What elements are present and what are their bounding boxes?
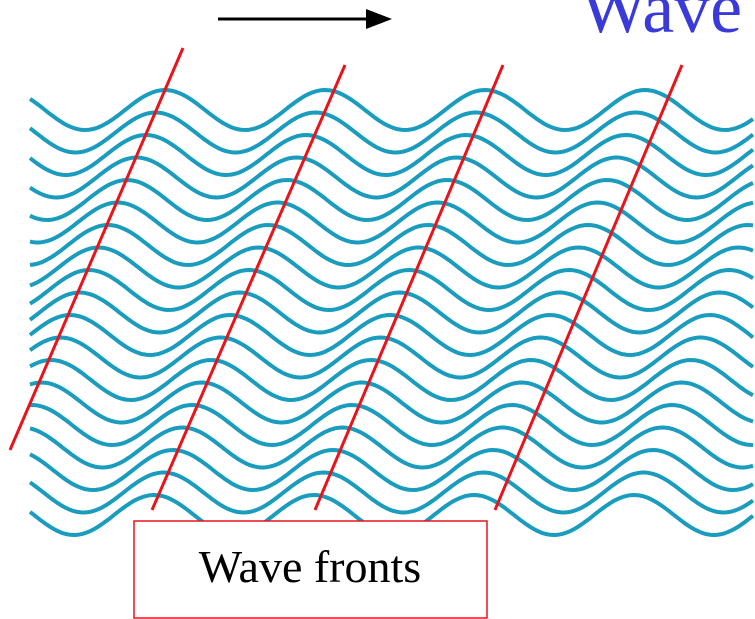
- label-box: [133, 520, 488, 619]
- direction-arrow: [218, 9, 392, 29]
- wave-line: [29, 222, 754, 268]
- title: Wave: [580, 0, 742, 48]
- wave-front-line: [150, 64, 347, 511]
- wave-line: [28, 267, 755, 313]
- wave-line: [28, 155, 755, 200]
- wave-line: [29, 447, 754, 493]
- wave-line: [28, 132, 755, 178]
- wave-front-line: [313, 64, 505, 511]
- wave-line: [29, 402, 754, 448]
- wave-front-line: [8, 47, 185, 451]
- wave-lines: [28, 87, 755, 538]
- wave-line: [28, 87, 755, 133]
- wave-line: [29, 177, 754, 223]
- wave-line: [29, 380, 754, 425]
- wave-line: [28, 290, 755, 335]
- wave-line: [28, 335, 755, 380]
- wave-line: [29, 425, 754, 470]
- wave-line: [28, 110, 755, 155]
- wave-line: [29, 357, 754, 403]
- wave-line: [29, 200, 754, 245]
- label: Wave fronts: [199, 541, 421, 592]
- wave-fronts: [8, 47, 684, 511]
- wave-line: [29, 245, 754, 290]
- wave-line: [28, 470, 755, 515]
- arrow-head: [366, 9, 392, 29]
- wave-line: [28, 312, 755, 358]
- wave-front-line: [493, 64, 684, 511]
